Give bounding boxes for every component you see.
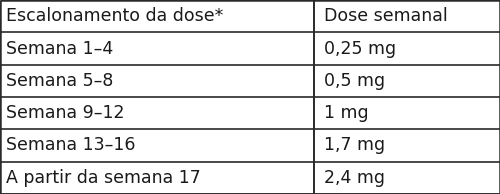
Text: Semana 5–8: Semana 5–8: [6, 72, 114, 90]
Text: Semana 9–12: Semana 9–12: [6, 104, 125, 122]
Text: 1 mg: 1 mg: [324, 104, 368, 122]
Text: 2,4 mg: 2,4 mg: [324, 169, 385, 187]
Text: Semana 13–16: Semana 13–16: [6, 137, 136, 154]
Text: Escalonamento da dose*: Escalonamento da dose*: [6, 7, 224, 25]
Text: 0,25 mg: 0,25 mg: [324, 40, 396, 57]
Text: Dose semanal: Dose semanal: [324, 7, 448, 25]
Text: A partir da semana 17: A partir da semana 17: [6, 169, 201, 187]
Text: 1,7 mg: 1,7 mg: [324, 137, 385, 154]
Text: Semana 1–4: Semana 1–4: [6, 40, 114, 57]
Text: 0,5 mg: 0,5 mg: [324, 72, 385, 90]
